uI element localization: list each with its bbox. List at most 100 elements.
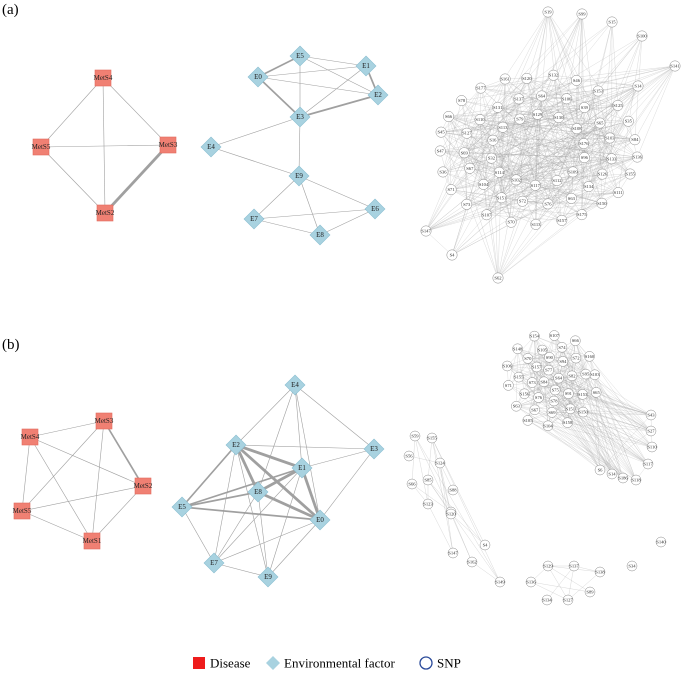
snp-node-shape	[594, 566, 606, 578]
snp-edge	[518, 376, 649, 465]
snp-node: S71	[503, 380, 514, 391]
snp-node-label: S4	[450, 253, 456, 258]
snp-node: S160	[584, 351, 595, 362]
edge-E3-E4	[210, 116, 301, 148]
snp-node-label: S45	[438, 130, 446, 135]
snp-edge	[566, 98, 629, 122]
snp-edge	[491, 143, 584, 159]
snp-node-label: S113	[498, 125, 508, 130]
node-e9: E9	[288, 165, 310, 187]
snp-node: S89	[584, 586, 596, 598]
snp-node-shape	[594, 464, 606, 476]
snp-edge	[611, 21, 619, 106]
snp-node-label: S155	[625, 172, 635, 177]
snp-edge	[471, 561, 501, 583]
edge-E1-E9	[267, 467, 303, 578]
snp-node-label: S16	[489, 138, 497, 143]
edge-MetS5-MetS3	[40, 144, 169, 148]
snp-edge	[561, 173, 631, 221]
snp-edge	[566, 98, 631, 175]
snp-edge	[611, 65, 676, 159]
snp-edge	[594, 374, 652, 432]
snp-edge	[554, 335, 559, 379]
snp-edge	[532, 382, 569, 394]
snp-node-shape	[494, 576, 506, 588]
snp-edge	[581, 158, 612, 215]
snp-node-shape	[566, 370, 578, 382]
snp-node-shape	[565, 192, 577, 204]
snp-node-shape	[577, 389, 588, 400]
snp-node-shape	[548, 395, 560, 407]
edge-MetS3-MetS2	[103, 420, 144, 487]
snp-node: S157	[531, 361, 542, 373]
snp-node-shape	[420, 225, 432, 237]
snp-edge	[492, 11, 549, 141]
node-mets5: MetS5	[13, 502, 32, 520]
snp-edge	[558, 117, 600, 124]
snp-node-shape	[583, 181, 595, 193]
node-label: MetS1	[83, 537, 102, 545]
snp-node-label: S71	[505, 383, 513, 388]
snp-node: S136	[525, 576, 536, 588]
snp-edge	[439, 462, 454, 554]
snp-node-shape	[503, 380, 514, 391]
snp-edge	[594, 374, 637, 481]
snp-node: S66	[443, 111, 455, 122]
snp-node-label: S149	[495, 580, 505, 585]
snp-node-shape	[632, 80, 644, 92]
edge-MetS2-MetS5	[21, 485, 144, 512]
snp-node-shape	[456, 95, 468, 107]
snp-edge	[508, 349, 543, 386]
snp-node: S120	[521, 72, 533, 84]
snp-node-label: S155	[514, 375, 524, 380]
snp-node-shape	[636, 30, 648, 42]
snp-node: S127	[461, 127, 473, 139]
snp-node-shape	[487, 134, 499, 146]
snp-node: S14	[606, 468, 618, 480]
node-e3: E3	[289, 106, 311, 128]
snp-edge	[543, 356, 590, 382]
snp-edge	[547, 11, 577, 81]
snp-node-label: S160	[585, 354, 595, 359]
snp-node-label: S106	[503, 363, 513, 368]
panel-a-disease-network: MetS4 MetS5 MetS3 MetS2	[32, 69, 178, 222]
edge-E1-E0	[300, 467, 322, 521]
snp-node-shape	[533, 392, 544, 403]
edge-E7-E8	[253, 218, 321, 236]
edge-E0-E9	[267, 519, 321, 578]
snp-node-shape	[590, 387, 602, 398]
node-e3: E3	[363, 438, 385, 460]
snp-node-shape	[562, 417, 573, 428]
snp-edge	[526, 78, 638, 158]
node-mets2: MetS2	[134, 477, 153, 495]
snp-node: S110	[646, 441, 657, 453]
snp-node: S62	[492, 272, 504, 284]
snp-node: S100	[636, 30, 648, 42]
edge-E4-E9	[210, 146, 300, 177]
snp-edge	[596, 392, 652, 416]
snp-edge	[575, 340, 613, 475]
node-e1: E1	[291, 457, 313, 479]
snp-node-shape	[624, 168, 636, 180]
snp-node-label: S110	[475, 117, 485, 122]
snp-edge	[480, 87, 519, 100]
legend-snp-label: SNP	[437, 656, 461, 671]
snp-node-label: S132	[549, 73, 559, 78]
snp-node-shape	[645, 409, 657, 421]
snp-edge	[425, 201, 523, 232]
snp-node-label: S36	[439, 169, 447, 174]
snp-edges	[425, 11, 676, 279]
node-label: MetS4	[21, 433, 40, 441]
snp-node: S78	[456, 95, 468, 107]
edge-E5-E7	[181, 506, 215, 564]
edge-E8-E5	[181, 491, 259, 508]
snp-node-label: S56	[405, 454, 413, 459]
snp-node-label: S88	[449, 488, 457, 493]
environment-node-shape	[309, 224, 331, 246]
snp-edge	[575, 340, 597, 393]
snp-node: S47	[434, 145, 446, 157]
snp-edge	[450, 513, 473, 563]
snp-node-shape	[606, 153, 618, 165]
snp-node-shape	[497, 121, 509, 133]
